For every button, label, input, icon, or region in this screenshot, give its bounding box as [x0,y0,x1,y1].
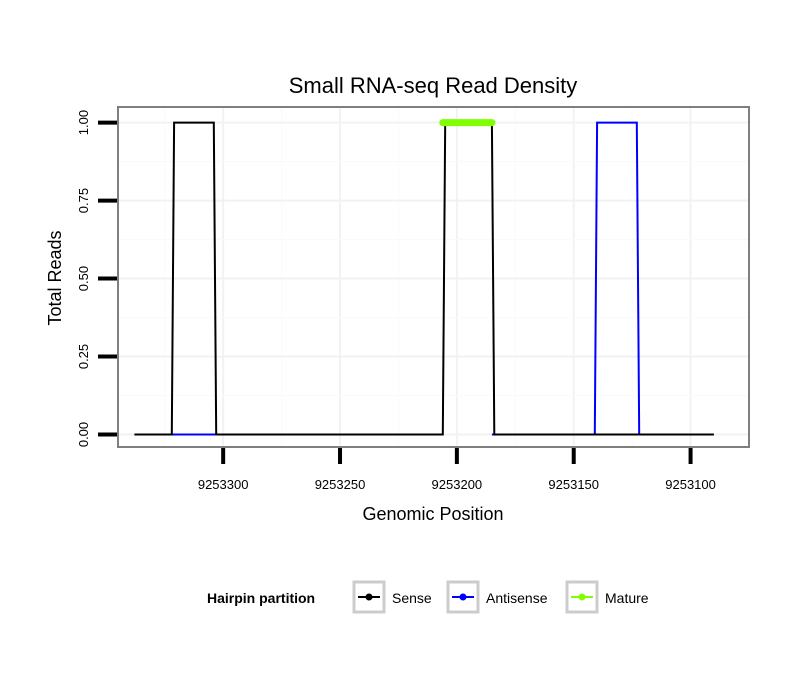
y-tick-label: 1.00 [76,110,91,135]
x-axis-title: Genomic Position [362,504,503,524]
legend-item-sense: Sense [352,580,432,614]
chart-title: Small RNA-seq Read Density [289,73,578,98]
x-tick-label: 9253100 [665,477,716,492]
panel-border [117,106,750,448]
legend: Hairpin partition Sense Antisense Mature [207,580,649,614]
x-tick-label: 9253150 [548,477,599,492]
y-tick-label: 0.25 [76,344,91,369]
y-axis-title: Total Reads [45,230,65,325]
y-axis: 0.00 0.25 0.50 0.75 1.00 [76,110,117,447]
x-tick-label: 9253250 [315,477,366,492]
legend-key-point [578,593,586,601]
legend-label: Antisense [486,590,548,606]
series-line-sense [134,121,714,436]
x-tick-label: 9253300 [198,477,249,492]
legend-label: Mature [605,590,649,606]
legend-key-point [459,593,467,601]
y-tick-label: 0.75 [76,188,91,213]
x-tick-label: 9253200 [432,477,483,492]
y-tick-label: 0.50 [76,266,91,291]
legend-key-point [365,593,373,601]
legend-title: Hairpin partition [207,590,315,606]
plot-area [134,119,714,436]
grid [118,107,749,447]
legend-label: Sense [392,590,432,606]
legend-item-mature: Mature [565,580,649,614]
legend-item-antisense: Antisense [446,580,548,614]
x-axis: 9253300 9253250 9253200 9253150 9253100 [198,448,716,492]
y-tick-label: 0.00 [76,422,91,447]
